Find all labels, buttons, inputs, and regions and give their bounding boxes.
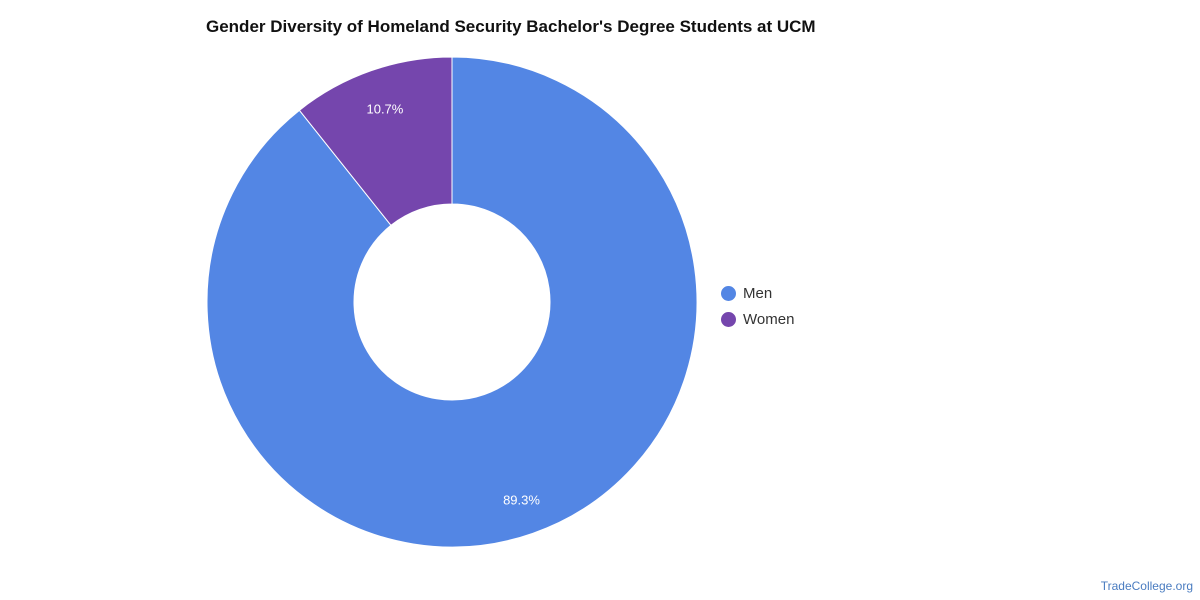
chart-title: Gender Diversity of Homeland Security Ba… [206,17,816,36]
legend-swatch-women [721,311,736,327]
data-label-men: 89.3% [503,492,540,507]
slice-men[interactable] [206,56,698,548]
slice-women[interactable] [298,56,453,227]
chart-legend: Men Women [721,280,794,332]
legend-item-women[interactable]: Women [721,306,794,332]
legend-label-women: Women [743,310,795,328]
legend-item-men[interactable]: Men [721,280,794,306]
legend-swatch-men [721,285,736,301]
legend-label-men: Men [743,284,773,302]
source-credit-link[interactable]: TradeCollege.org [1100,579,1193,593]
data-label-women: 10.7% [366,101,403,116]
